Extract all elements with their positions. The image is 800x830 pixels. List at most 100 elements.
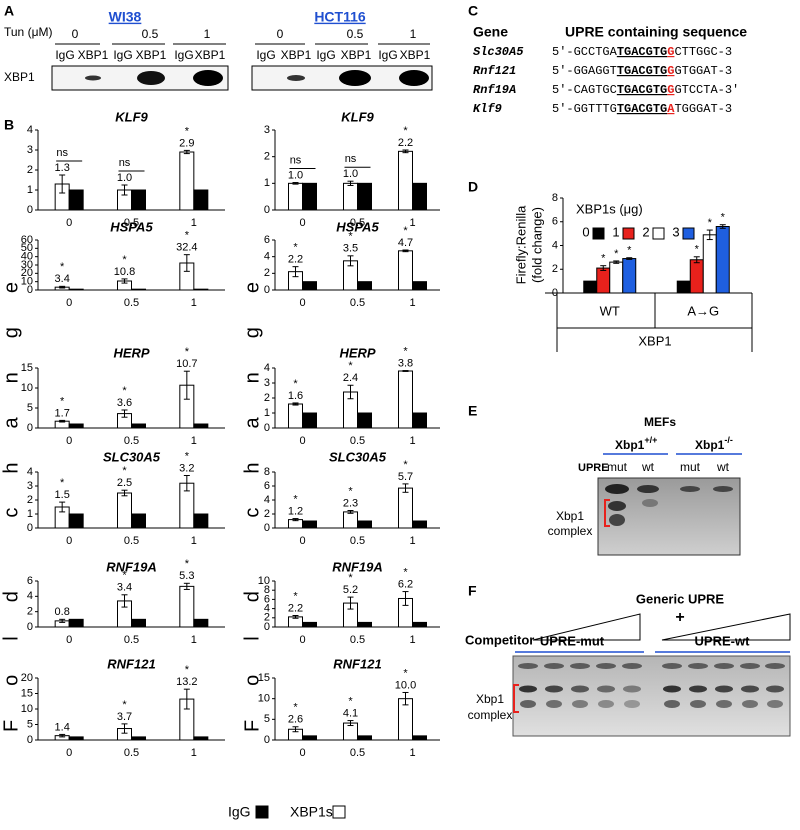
sequence-site: G [667,83,674,97]
annotation: * [348,485,353,497]
x-tick-label: A→G [687,303,719,318]
value-label: 32.4 [176,242,197,254]
annotation: * [60,395,65,407]
annotation: * [122,699,127,711]
bar [412,520,427,529]
error-bar [292,402,299,406]
genotype-sup: -/- [724,435,733,445]
y-tick-label: 0 [27,522,33,534]
row-label: UPRE [578,462,609,474]
y-tick-label: 3 [27,480,33,492]
annotation: * [403,667,408,679]
gradient-wedge [661,613,791,641]
sequence-core: TGACGTG [617,45,667,59]
error-bar [121,594,128,608]
bar [689,259,704,294]
value-label: 2.2 [288,254,303,266]
value-label: 1.0 [117,172,132,184]
band [688,663,708,669]
error-bar [121,489,128,497]
value-label: 0.8 [55,606,70,618]
y-tick-label: 2 [264,612,270,624]
x-tick-label: 0 [66,435,72,447]
y-tick-label: 4 [264,362,270,374]
bar [131,288,146,291]
lane-label: XBP1 [136,48,167,62]
band [663,685,681,693]
bar [412,281,427,291]
value-label: 4.7 [398,237,413,249]
value-label: 2.3 [343,497,358,509]
annotation: * [185,346,190,358]
x-tick-label: 0 [299,634,305,646]
value-label: 13.2 [176,676,197,688]
error-bar [59,285,66,289]
error-bar [347,510,354,514]
y-tick-label: 5 [264,713,270,725]
x-tick-label: 0.5 [350,535,365,547]
error-bar [402,483,409,493]
x-tick-label: 0 [299,435,305,447]
annotation: * [293,493,298,505]
error-bar [183,475,190,492]
bar [609,261,624,294]
bar [193,189,209,211]
annotation: * [614,248,619,260]
table-header: UPRE containing sequence [565,24,747,40]
y-tick-label: 4 [27,466,33,478]
legend-label: 3 [672,224,679,239]
annotation: * [293,590,298,602]
x-tick-label: 0.5 [124,634,139,646]
chart-title: RNF121 [107,656,155,671]
error-bar [693,256,700,264]
band [715,685,733,693]
bar [68,288,84,291]
band [741,685,759,693]
sequence-flank: GTCCTA-3' [674,83,739,97]
genotype-base: Xbp1 [695,438,725,452]
x-tick-label: 1 [191,634,197,646]
bar [193,288,209,291]
annotation: * [695,244,700,256]
bar [398,150,413,211]
annotation: * [348,572,353,584]
x-tick-label: 0 [299,297,305,309]
value-label: 2.2 [288,602,303,614]
value-label: 1.0 [288,169,303,181]
band [767,700,783,708]
band [714,663,734,669]
band [571,685,589,693]
bar [179,585,195,628]
bar [357,621,372,628]
bar [302,621,317,628]
x-tick-label: 0.5 [124,435,139,447]
dose-label: 0 [277,27,284,41]
complex-label: Xbp1 [556,509,584,523]
annotation: ns [290,154,302,166]
y-tick-label: 2 [264,267,270,279]
legend-swatch [255,805,269,819]
annotation: * [122,465,127,477]
band [690,700,706,708]
cell-line: WI38 [109,9,142,25]
band [399,70,429,86]
y-tick-label: 4 [27,590,33,602]
error-bar [347,384,354,400]
error-bar [292,726,299,733]
y-tick-label: 40 [21,251,33,263]
annotation: * [60,261,65,273]
plus: + [675,609,684,626]
bar [117,492,132,529]
legend-swatch [682,227,695,240]
y-tick-label: 3 [264,124,270,136]
legend-title: XBP1s (μg) [576,201,643,216]
y-tick-label: 10 [21,276,33,288]
error-bar [626,257,633,260]
legend-label: IgG [228,804,251,820]
value-label: 4.1 [343,707,358,719]
error-bar [347,255,354,267]
value-label: 3.6 [117,397,132,409]
annotation: * [185,230,190,242]
y-tick-label: 0 [27,621,33,633]
y-tick-label: 2 [264,151,270,163]
